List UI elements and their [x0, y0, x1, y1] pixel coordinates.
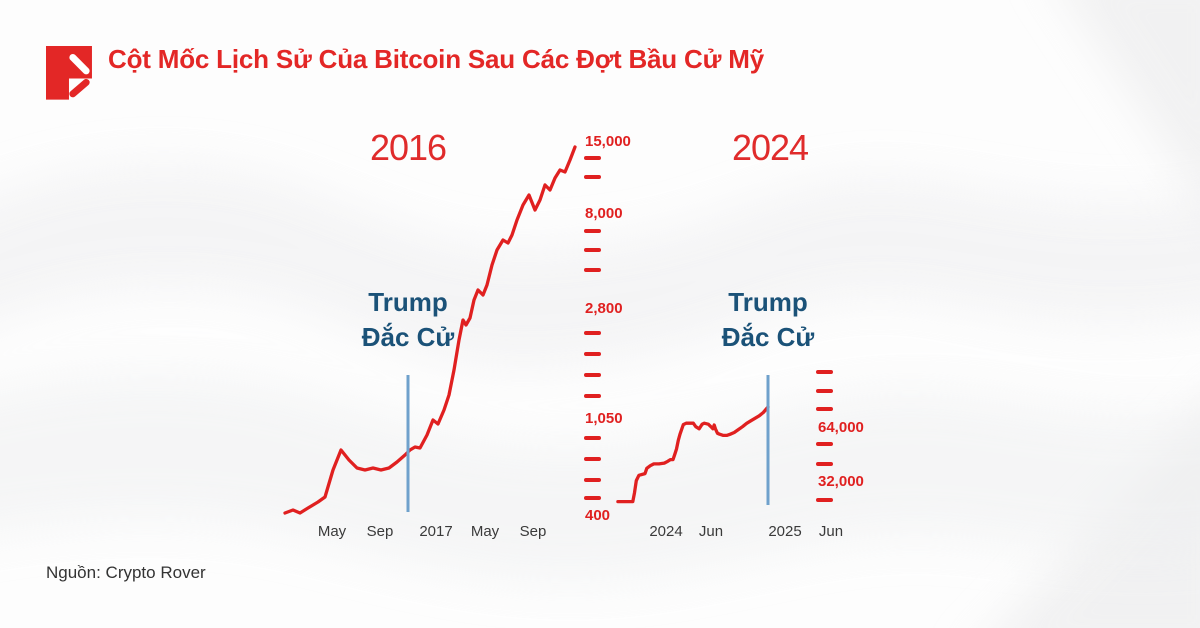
- svg-text:1,050: 1,050: [585, 410, 623, 427]
- svg-text:400: 400: [585, 507, 610, 524]
- svg-text:Trump: Trump: [728, 287, 807, 317]
- svg-text:2025: 2025: [768, 523, 801, 540]
- svg-text:2,800: 2,800: [585, 300, 623, 317]
- svg-text:May: May: [318, 523, 347, 540]
- svg-text:Sep: Sep: [520, 523, 547, 540]
- svg-text:64,000: 64,000: [818, 419, 864, 436]
- svg-text:2024: 2024: [732, 127, 808, 168]
- svg-text:32,000: 32,000: [818, 473, 864, 490]
- svg-text:Sep: Sep: [367, 523, 394, 540]
- svg-text:15,000: 15,000: [585, 133, 631, 150]
- svg-text:8,000: 8,000: [585, 205, 623, 222]
- svg-text:Jun: Jun: [699, 523, 723, 540]
- svg-text:Đắc Cử: Đắc Cử: [362, 322, 455, 352]
- svg-text:Đắc Cử: Đắc Cử: [722, 322, 815, 352]
- svg-text:2016: 2016: [370, 127, 446, 168]
- svg-text:Jun: Jun: [819, 523, 843, 540]
- svg-text:2024: 2024: [649, 523, 682, 540]
- svg-text:May: May: [471, 523, 500, 540]
- svg-text:Trump: Trump: [368, 287, 447, 317]
- svg-text:2017: 2017: [419, 523, 452, 540]
- svg-text:Nguồn: Crypto Rover: Nguồn: Crypto Rover: [46, 563, 206, 582]
